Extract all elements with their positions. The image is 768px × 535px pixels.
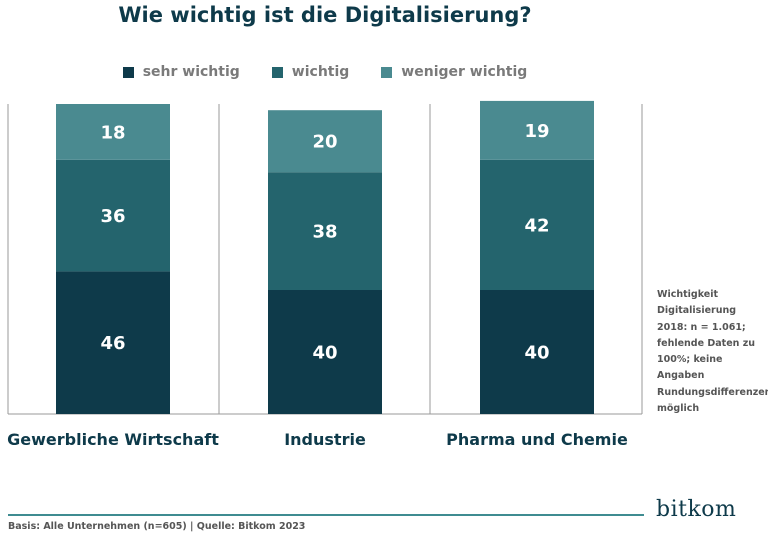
legend-item-weniger-wichtig: weniger wichtig bbox=[381, 64, 527, 80]
legend-item-sehr-wichtig: sehr wichtig bbox=[122, 64, 240, 80]
category-label: Pharma und Chemie bbox=[446, 430, 628, 449]
legend-swatch-wichtig bbox=[271, 66, 283, 78]
legend-label-weniger-wichtig: weniger wichtig bbox=[401, 64, 528, 80]
bar-segment-weniger-wichtig bbox=[56, 104, 170, 160]
category-label: Gewerbliche Wirtschaft bbox=[7, 430, 219, 449]
legend-swatch-weniger-wichtig bbox=[381, 66, 393, 78]
chart-title: Wie wichtig ist die Digitalisierung? bbox=[118, 3, 532, 27]
legend-swatch-sehr-wichtig bbox=[122, 66, 134, 78]
bar-segment-wichtig bbox=[480, 159, 594, 290]
data-label-wichtig: 38 bbox=[312, 222, 337, 243]
legend-label-wichtig: wichtig bbox=[291, 64, 350, 80]
data-label-wichtig: 42 bbox=[524, 215, 549, 236]
bar-segment-sehr-wichtig bbox=[480, 290, 594, 414]
footnote: Wichtigkeit Digitalisierung 2018: n = 1.… bbox=[657, 289, 768, 415]
bar-segment-sehr-wichtig bbox=[268, 290, 382, 414]
footer-divider bbox=[8, 514, 644, 516]
bar-segment-wichtig bbox=[56, 159, 170, 272]
data-label-wichtig: 36 bbox=[100, 206, 125, 227]
bar-segment-weniger-wichtig bbox=[268, 110, 382, 173]
source-note: Basis: Alle Unternehmen (n=605) | Quelle… bbox=[8, 521, 306, 532]
bitkom-logo: bitkom bbox=[656, 497, 737, 522]
legend: sehr wichtig wichtig weniger wichtig bbox=[0, 64, 650, 80]
data-label-weniger-wichtig: 20 bbox=[312, 132, 337, 153]
data-label-sehr-wichtig: 40 bbox=[524, 343, 549, 364]
data-label-weniger-wichtig: 18 bbox=[100, 122, 125, 143]
category-label: Industrie bbox=[284, 430, 366, 449]
data-label-sehr-wichtig: 46 bbox=[100, 333, 125, 354]
legend-label-sehr-wichtig: sehr wichtig bbox=[142, 64, 240, 80]
legend-item-wichtig: wichtig bbox=[271, 64, 350, 80]
bar-segment-wichtig bbox=[268, 172, 382, 290]
data-label-sehr-wichtig: 40 bbox=[312, 343, 337, 364]
bar-segment-sehr-wichtig bbox=[56, 271, 170, 414]
bar-segment-weniger-wichtig bbox=[480, 100, 594, 160]
data-label-weniger-wichtig: 19 bbox=[524, 121, 549, 142]
